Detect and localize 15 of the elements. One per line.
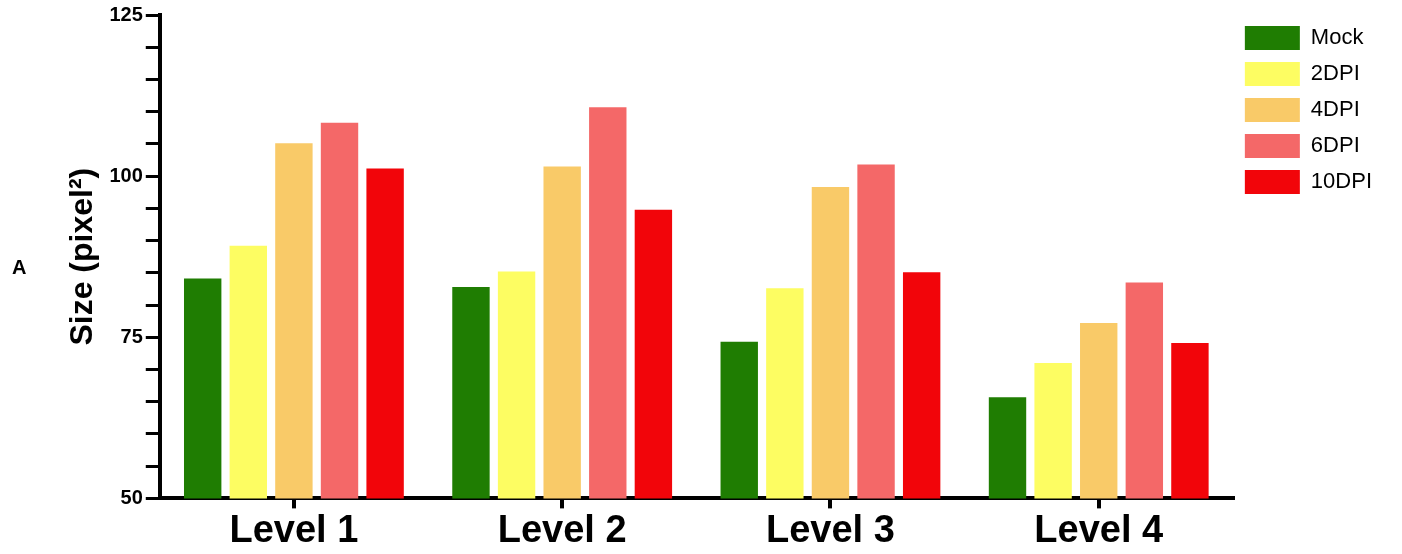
y-tick-label: 125 [109, 2, 143, 25]
legend-label: 6DPI [1310, 132, 1360, 158]
x-tick-label: Level 3 [766, 507, 895, 550]
y-tick-label: 50 [120, 485, 143, 508]
y-axis-title: Size (pixel²) [63, 167, 100, 346]
x-tick-label: Level 4 [1034, 507, 1164, 550]
x-tick-label: Level 2 [497, 507, 627, 550]
x-tick-label: Level 1 [229, 507, 359, 550]
legend-label: 2DPI [1310, 60, 1360, 86]
y-tick-label: 100 [109, 163, 143, 186]
legend-label: 4DPI [1310, 96, 1360, 122]
text: A [12, 255, 27, 278]
legend-label: Mock [1310, 24, 1365, 50]
legend-label: 10DPI [1310, 168, 1373, 194]
y-tick-label: 75 [120, 324, 143, 347]
